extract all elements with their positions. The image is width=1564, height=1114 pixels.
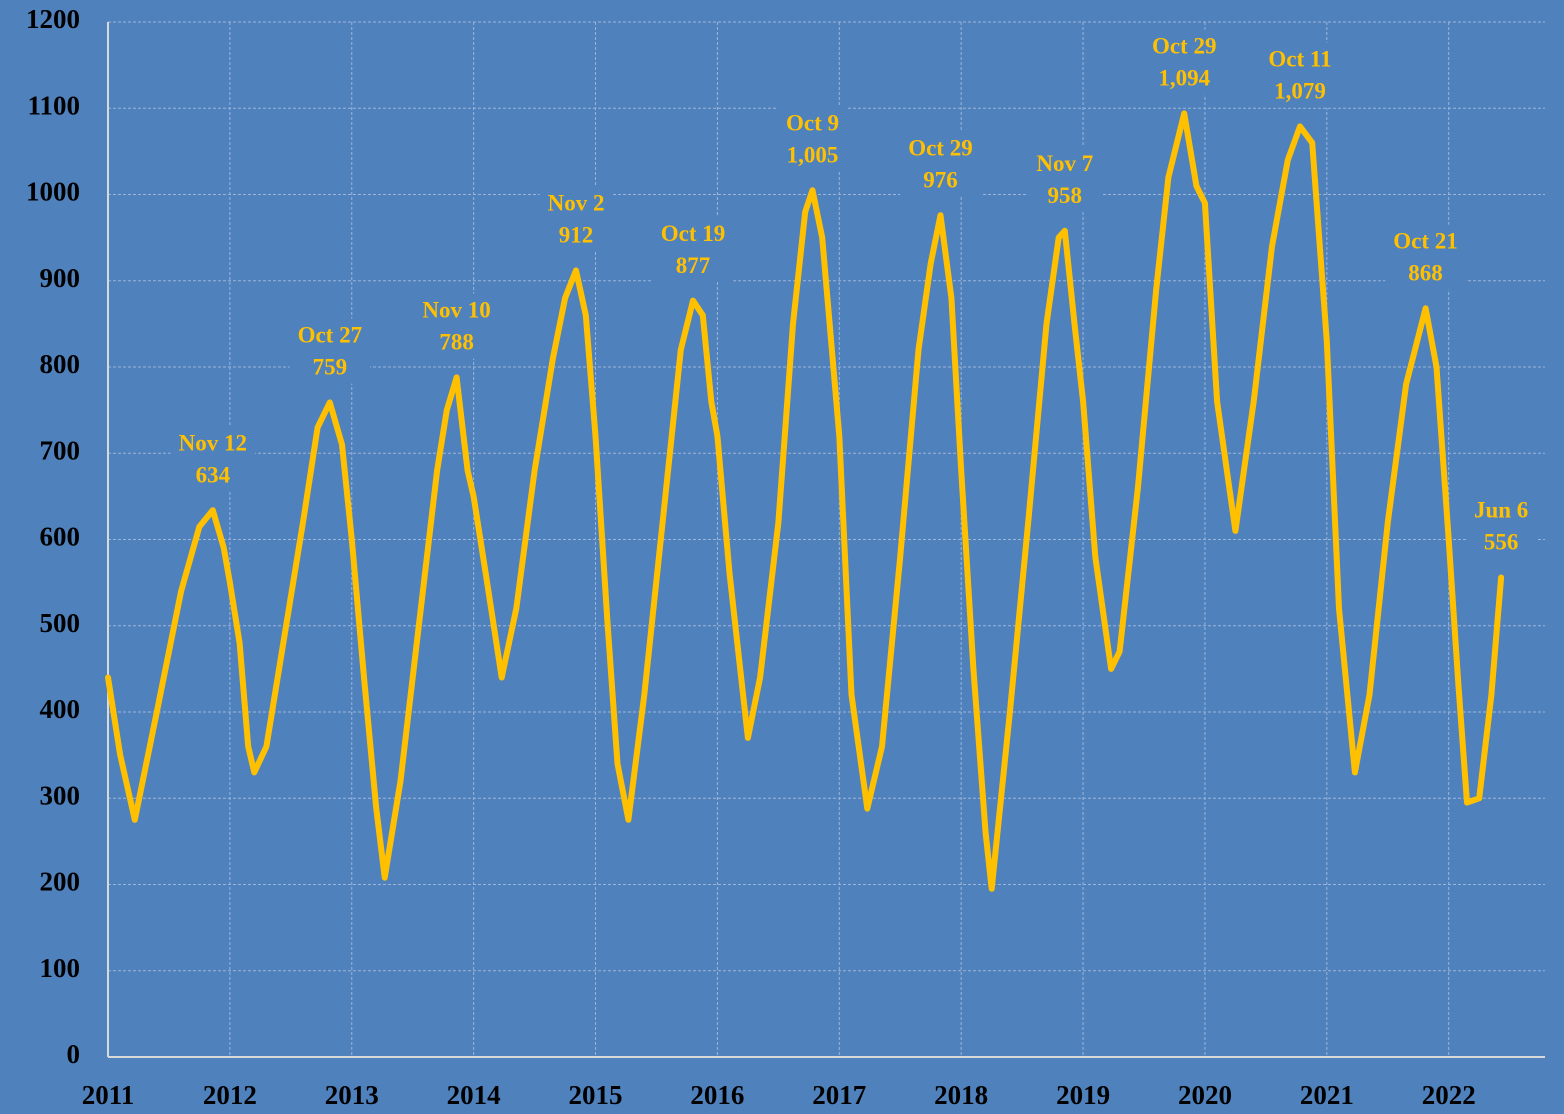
annotation: Nov 7 958 bbox=[1028, 147, 1102, 213]
annotation-date: Nov 12 bbox=[179, 430, 247, 455]
y-tick-label: 0 bbox=[67, 1039, 81, 1069]
annotation-background bbox=[900, 131, 981, 197]
x-tick-label: 2022 bbox=[1422, 1080, 1476, 1110]
annotation-date: Oct 9 bbox=[786, 110, 839, 135]
annotation-value: 634 bbox=[196, 462, 231, 487]
x-tick-label: 2011 bbox=[82, 1080, 135, 1110]
annotation-date: Jun 6 bbox=[1474, 498, 1528, 523]
x-tick-label: 2012 bbox=[203, 1080, 257, 1110]
x-tick-label: 2016 bbox=[690, 1080, 744, 1110]
annotation-value: 958 bbox=[1048, 183, 1083, 208]
x-tick-label: 2019 bbox=[1056, 1080, 1110, 1110]
annotation-background bbox=[414, 293, 499, 359]
x-tick-label: 2017 bbox=[812, 1080, 866, 1110]
annotation: Nov 12 634 bbox=[170, 426, 256, 492]
x-tick-label: 2020 bbox=[1178, 1080, 1232, 1110]
annotation-date: Oct 19 bbox=[661, 221, 726, 246]
annotation-background bbox=[777, 106, 847, 172]
annotation-value: 976 bbox=[923, 167, 958, 192]
annotation-background bbox=[1028, 147, 1102, 213]
annotation-background bbox=[170, 426, 256, 492]
annotation-background bbox=[539, 186, 613, 252]
annotation: Oct 11 1,079 bbox=[1260, 42, 1340, 108]
annotation-date: Nov 10 bbox=[422, 298, 490, 323]
annotation-value: 759 bbox=[313, 355, 348, 380]
annotation-value: 1,079 bbox=[1274, 79, 1326, 104]
annotation-value: 877 bbox=[676, 253, 711, 278]
annotation-date: Oct 21 bbox=[1393, 229, 1458, 254]
x-tick-label: 2018 bbox=[934, 1080, 988, 1110]
annotation-date: Oct 29 bbox=[908, 135, 973, 160]
y-tick-label: 400 bbox=[40, 694, 81, 724]
annotation-background bbox=[1385, 224, 1466, 290]
annotation-value: 556 bbox=[1484, 530, 1519, 555]
annotation-date: Nov 2 bbox=[548, 191, 605, 216]
annotation-value: 912 bbox=[559, 223, 594, 248]
annotation: Nov 2 912 bbox=[539, 186, 613, 252]
y-tick-label: 600 bbox=[40, 522, 81, 552]
annotation-value: 788 bbox=[439, 330, 474, 355]
y-tick-label: 1000 bbox=[26, 177, 80, 207]
annotation: Jun 6 556 bbox=[1465, 493, 1537, 559]
annotation-value: 1,005 bbox=[787, 142, 839, 167]
annotation-value: 1,094 bbox=[1158, 66, 1210, 91]
y-tick-label: 900 bbox=[40, 263, 81, 293]
annotation-date: Nov 7 bbox=[1036, 151, 1093, 176]
y-tick-label: 500 bbox=[40, 608, 81, 638]
annotation: Oct 29 1,094 bbox=[1143, 29, 1225, 95]
annotation-background bbox=[1465, 493, 1537, 559]
annotation: Oct 27 759 bbox=[289, 318, 371, 384]
annotation-background bbox=[289, 318, 371, 384]
annotation-background bbox=[1143, 29, 1225, 95]
annotation: Oct 29 976 bbox=[900, 131, 981, 197]
annotation-background bbox=[652, 216, 734, 282]
annotation: Nov 10 788 bbox=[414, 293, 499, 359]
x-tick-label: 2015 bbox=[569, 1080, 623, 1110]
line bbox=[105, 110, 1505, 892]
x-tick-label: 2014 bbox=[447, 1080, 501, 1110]
x-tick-label: 2021 bbox=[1300, 1080, 1354, 1110]
annotation-value: 868 bbox=[1408, 261, 1443, 286]
y-tick-label: 100 bbox=[40, 953, 81, 983]
y-tick-label: 1200 bbox=[26, 4, 80, 34]
x-tick-label: 2013 bbox=[325, 1080, 379, 1110]
y-tick-label: 300 bbox=[40, 780, 81, 810]
y-tick-label: 700 bbox=[40, 435, 81, 465]
annotation: Oct 9 1,005 bbox=[777, 106, 847, 172]
annotation: Oct 19 877 bbox=[652, 216, 734, 282]
y-tick-label: 800 bbox=[40, 349, 81, 379]
annotation-background bbox=[1260, 42, 1340, 108]
annotation-date: Oct 11 bbox=[1268, 47, 1331, 72]
annotation-date: Oct 29 bbox=[1152, 34, 1217, 59]
y-tick-label: 200 bbox=[40, 867, 81, 897]
annotation: Oct 21 868 bbox=[1385, 224, 1466, 290]
annotation-date: Oct 27 bbox=[298, 323, 363, 348]
y-tick-label: 1100 bbox=[27, 90, 80, 120]
